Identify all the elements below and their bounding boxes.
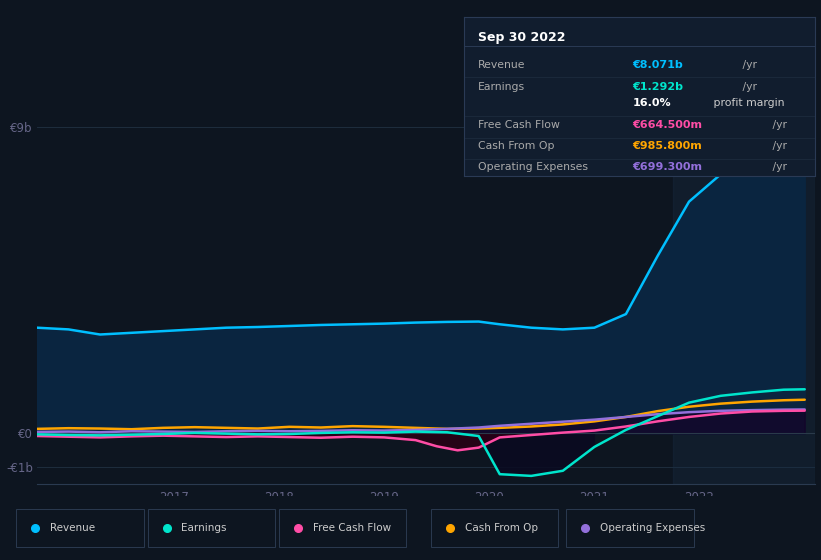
Text: €699.300m: €699.300m	[632, 162, 703, 172]
Text: €8.071b: €8.071b	[632, 60, 683, 69]
Text: Operating Expenses: Operating Expenses	[478, 162, 588, 172]
Text: €1.292b: €1.292b	[632, 82, 684, 92]
Bar	[673, 76, 815, 484]
Text: Earnings: Earnings	[181, 523, 227, 533]
Text: Cash From Op: Cash From Op	[478, 141, 554, 151]
Text: /yr: /yr	[740, 60, 757, 69]
Text: Sep 30 2022: Sep 30 2022	[478, 31, 566, 44]
Text: Free Cash Flow: Free Cash Flow	[313, 523, 391, 533]
Text: 16.0%: 16.0%	[632, 98, 671, 108]
Text: Operating Expenses: Operating Expenses	[600, 523, 705, 533]
Text: Cash From Op: Cash From Op	[465, 523, 538, 533]
Text: Revenue: Revenue	[478, 60, 525, 69]
Text: /yr: /yr	[740, 82, 757, 92]
Text: €664.500m: €664.500m	[632, 120, 703, 130]
Text: Earnings: Earnings	[478, 82, 525, 92]
Text: /yr: /yr	[769, 141, 787, 151]
Text: /yr: /yr	[769, 120, 787, 130]
Text: €985.800m: €985.800m	[632, 141, 702, 151]
Text: /yr: /yr	[769, 162, 787, 172]
Text: profit margin: profit margin	[710, 98, 784, 108]
Text: Revenue: Revenue	[50, 523, 95, 533]
Text: Free Cash Flow: Free Cash Flow	[478, 120, 560, 130]
